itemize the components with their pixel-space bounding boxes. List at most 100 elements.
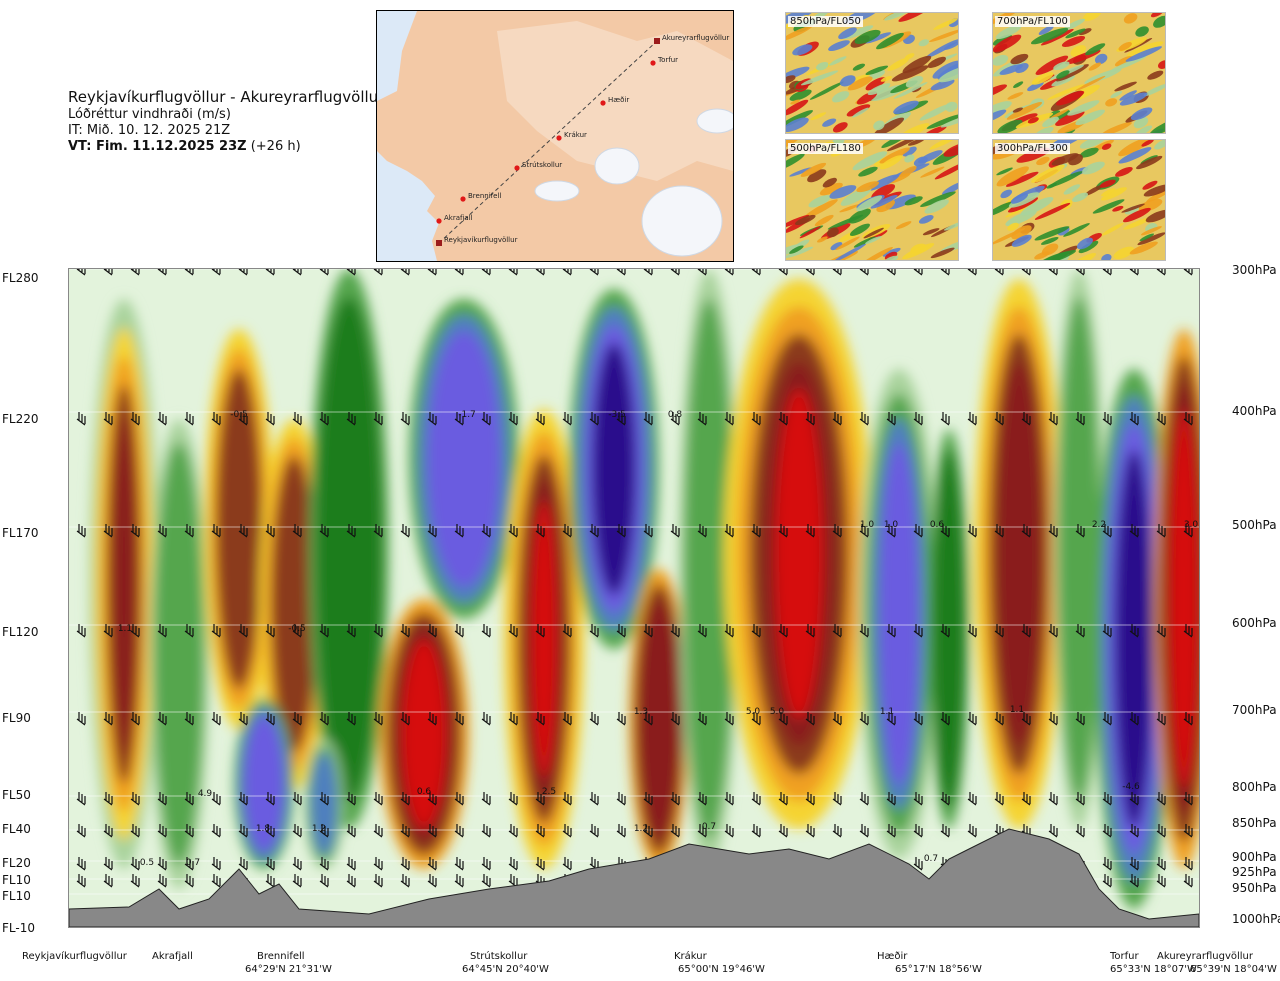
wind-barb xyxy=(778,269,788,276)
wind-barb xyxy=(724,412,734,426)
wind-barb xyxy=(292,874,302,888)
wind-barb xyxy=(805,624,815,638)
wind-barb xyxy=(76,269,86,276)
wind-barb xyxy=(1102,712,1112,726)
contour-region xyxy=(591,343,637,595)
wind-barb xyxy=(886,524,896,538)
wind-barb xyxy=(508,792,518,806)
wind-barb xyxy=(508,712,518,726)
wind-barb xyxy=(103,712,113,726)
wind-barb xyxy=(1129,857,1139,871)
wind-barb xyxy=(184,874,194,888)
y-tick-left: FL280 xyxy=(2,271,39,285)
wind-barb xyxy=(643,824,653,838)
wind-barb xyxy=(1102,624,1112,638)
x-waypoint-coord: 65°39'N 18°04'W xyxy=(1190,964,1277,975)
wind-barb xyxy=(130,857,140,871)
wind-barb xyxy=(535,412,545,426)
y-tick-left: FL-10 xyxy=(2,921,35,935)
level-map-850[interactable]: 850hPa/FL050 xyxy=(785,12,959,134)
wind-barb xyxy=(697,712,707,726)
route-title: Reykjavíkurflugvöllur - Akureyrarflugvöl… xyxy=(68,88,385,106)
wind-barb xyxy=(616,269,626,276)
level-map-500[interactable]: 500hPa/FL180 xyxy=(785,139,959,261)
wind-barb xyxy=(265,824,275,838)
wind-barb xyxy=(535,269,545,276)
wind-barb xyxy=(400,792,410,806)
wind-barb xyxy=(454,712,464,726)
contour-region xyxy=(401,639,447,829)
y-tick-right: 950hPa xyxy=(1232,881,1277,895)
level-map-label: 300hPa/FL300 xyxy=(995,143,1070,154)
contour-value-label: -4.6 xyxy=(1122,782,1140,792)
wind-barb xyxy=(1102,857,1112,871)
wind-barb xyxy=(76,857,86,871)
wind-barb xyxy=(400,412,410,426)
wind-barb xyxy=(994,524,1004,538)
wind-barb xyxy=(292,857,302,871)
wind-barb xyxy=(373,857,383,871)
level-map-700[interactable]: 700hPa/FL100 xyxy=(992,12,1166,134)
product-title: Lóðréttur vindhraði (m/s) xyxy=(68,107,231,122)
contour-value-label: 0.6 xyxy=(417,787,432,797)
wind-barb xyxy=(373,624,383,638)
wind-barb xyxy=(1075,824,1085,838)
contour-region xyxy=(531,501,557,777)
wind-barb xyxy=(778,412,788,426)
wind-barb xyxy=(1156,624,1166,638)
wind-barb xyxy=(967,824,977,838)
y-tick-left: FL20 xyxy=(2,856,31,870)
wind-barb xyxy=(1021,524,1031,538)
route-map-svg: Akureyrarflugvöllur Torfur Hæðir Krákur Strú… xyxy=(377,11,733,261)
wind-barb xyxy=(292,412,302,426)
level-map-300[interactable]: 300hPa/FL300 xyxy=(992,139,1166,261)
wind-barb xyxy=(1156,792,1166,806)
contour-value-label: -0.5 xyxy=(288,624,306,634)
contour-region xyxy=(775,389,823,719)
wind-barb xyxy=(886,712,896,726)
wind-barb xyxy=(1021,624,1031,638)
wind-barb xyxy=(913,792,923,806)
wind-barb xyxy=(967,792,977,806)
wind-barb xyxy=(589,269,599,276)
wind-barb xyxy=(76,412,86,426)
wind-barb xyxy=(589,524,599,538)
wind-barb xyxy=(184,269,194,276)
wind-barb xyxy=(1075,412,1085,426)
valid-time-offset: (+26 h) xyxy=(250,139,301,154)
wind-barb xyxy=(778,524,788,538)
y-tick-left: FL90 xyxy=(2,711,31,725)
wind-barb xyxy=(157,624,167,638)
wind-barb xyxy=(211,824,221,838)
terrain xyxy=(69,828,1199,927)
contour-value-label: 1.2 xyxy=(634,824,648,834)
wind-barb xyxy=(292,712,302,726)
chart-title-block: Reykjavíkurflugvöllur - Akureyrarflugvöl… xyxy=(68,88,388,155)
wind-barb xyxy=(427,857,437,871)
wind-barb xyxy=(76,792,86,806)
contour-value-label: -3.5 xyxy=(608,410,626,420)
wind-barb xyxy=(994,624,1004,638)
wind-barb xyxy=(454,269,464,276)
wind-barb xyxy=(184,857,194,871)
contour-region xyxy=(996,361,1042,747)
wind-barb xyxy=(562,269,572,276)
wind-barb xyxy=(751,269,761,276)
wind-barb xyxy=(832,712,842,726)
wind-barb xyxy=(400,524,410,538)
contour-value-label: 1.1 xyxy=(1010,705,1024,715)
contour-value-label: 2.2 xyxy=(1092,520,1106,530)
wind-barb xyxy=(805,412,815,426)
waypoint-marker xyxy=(460,196,466,202)
wind-barb xyxy=(1129,412,1139,426)
wind-barb xyxy=(859,824,869,838)
wind-barb xyxy=(481,269,491,276)
wind-barb xyxy=(724,712,734,726)
waypoint-label: Akureyrarflugvöllur xyxy=(662,34,729,42)
x-waypoint-name: Krákur xyxy=(674,951,707,962)
wind-barb xyxy=(589,857,599,871)
wind-barb xyxy=(319,857,329,871)
y-tick-right: 700hPa xyxy=(1232,703,1277,717)
wind-barb xyxy=(400,624,410,638)
y-tick-left: FL40 xyxy=(2,822,31,836)
